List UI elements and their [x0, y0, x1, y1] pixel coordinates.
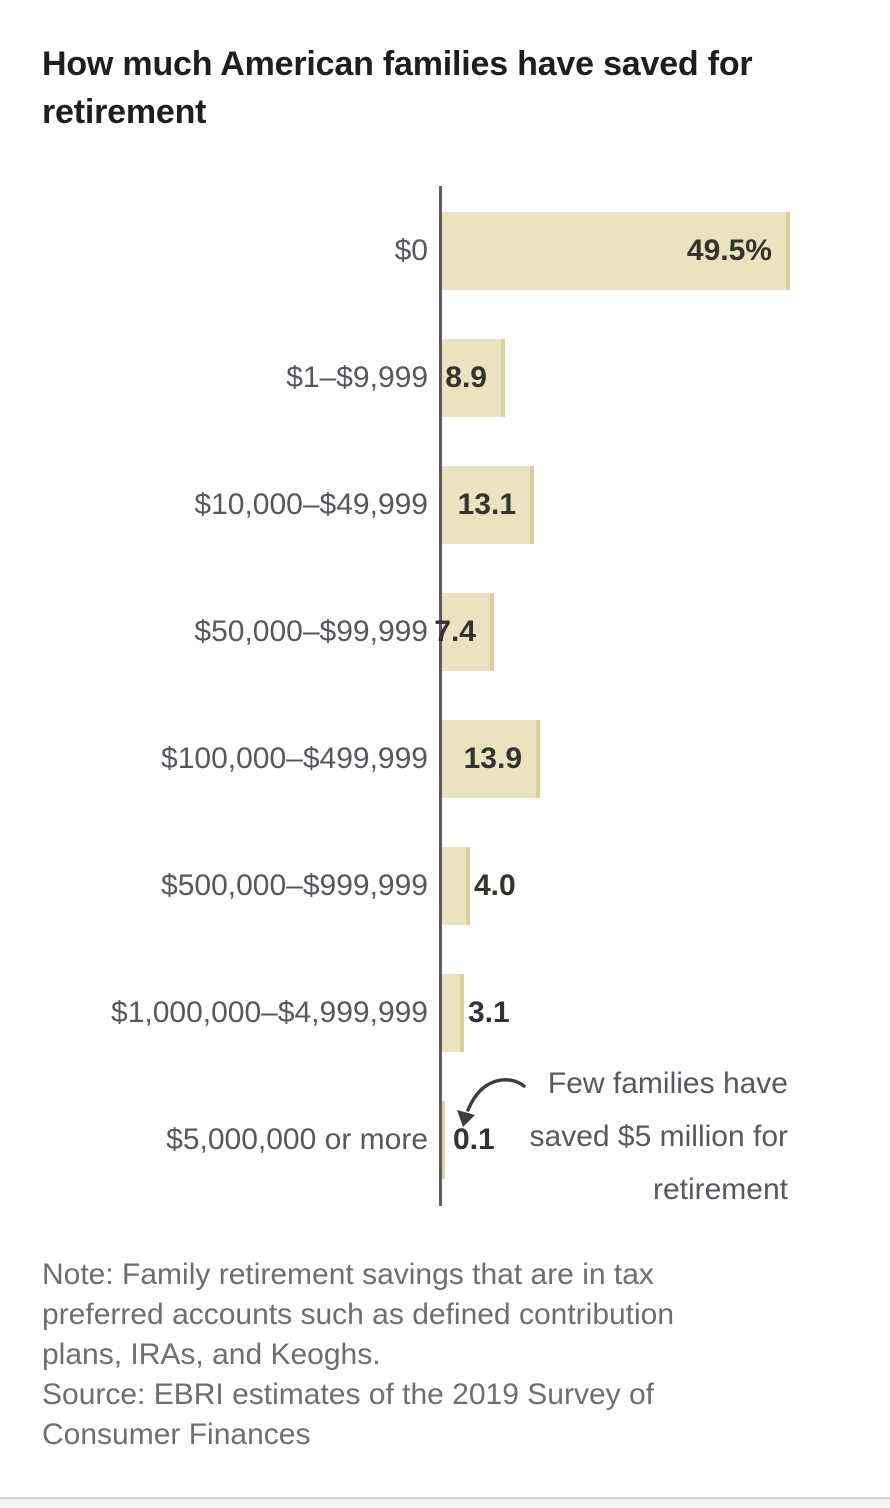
value-label: 13.9 — [463, 742, 522, 775]
category-label: $0 — [394, 234, 428, 267]
category-label: $10,000–$49,999 — [194, 488, 428, 521]
category-label: $5,000,000 or more — [166, 1123, 428, 1156]
value-label: 7.4 — [434, 615, 476, 648]
chart-title-line-1: How much American families have saved fo… — [42, 45, 753, 83]
footnote-line: Note: Family retirement savings that are… — [42, 1258, 654, 1291]
value-label: 8.9 — [445, 361, 487, 394]
value-label: 49.5% — [686, 234, 772, 267]
category-label: $500,000–$999,999 — [161, 869, 428, 902]
footnote-line: preferred accounts such as defined contr… — [42, 1298, 675, 1331]
annotation-arrow-icon — [457, 1078, 526, 1127]
bar--50-000-99-999: 7.4 — [434, 593, 494, 671]
category-label: $1,000,000–$4,999,999 — [111, 996, 428, 1029]
footnote: Note: Family retirement savings that are… — [42, 1255, 862, 1455]
category-label: $50,000–$99,999 — [194, 615, 428, 648]
bar--10-000-49-999: 13.1 — [442, 466, 534, 544]
value-label: 3.1 — [468, 996, 510, 1029]
bar--500-000-999-999: 4.0 — [442, 847, 516, 925]
value-label: 4.0 — [474, 869, 516, 902]
annotation: Few families have saved $5 million for r… — [455, 1057, 788, 1216]
footnote-line: Source: EBRI estimates of the 2019 Surve… — [42, 1378, 654, 1411]
bar--1-000-000-4-999-999: 3.1 — [442, 974, 510, 1052]
category-label: $100,000–$499,999 — [161, 742, 428, 775]
footnote-line: Consumer Finances — [42, 1418, 311, 1451]
bottom-strip — [0, 1499, 890, 1508]
category-label: $1–$9,999 — [286, 361, 428, 394]
chart-title-line-2: retirement — [42, 93, 207, 131]
bar--100-000-499-999: 13.9 — [442, 720, 540, 798]
baseline-axis — [439, 186, 442, 1206]
bar--0: 49.5% — [442, 212, 790, 290]
bottom-divider — [0, 1497, 890, 1499]
footnote-line: plans, IRAs, and Keoghs. — [42, 1338, 381, 1371]
value-label: 0.1 — [453, 1123, 495, 1156]
annotation-line: retirement — [652, 1173, 788, 1206]
annotation-line: Few families have — [547, 1067, 788, 1100]
annotation-line: saved $5 million for — [529, 1120, 788, 1153]
value-label: 13.1 — [457, 488, 516, 521]
bar--1-9-999: 8.9 — [442, 339, 505, 417]
bar--5-000-000-or-more: 0.1 — [442, 1101, 495, 1179]
chart-title: How much American families have saved fo… — [42, 40, 852, 136]
